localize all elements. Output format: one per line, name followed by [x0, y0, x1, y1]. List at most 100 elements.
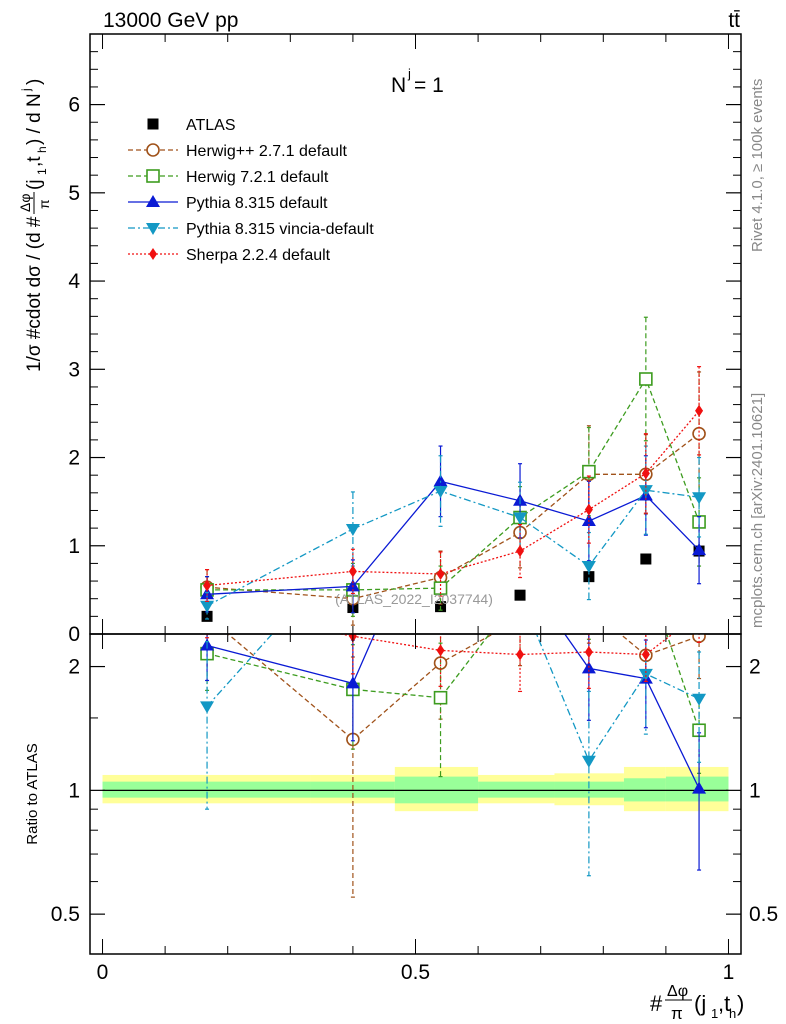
ratio-point-herwigpp	[692, 634, 706, 644]
main-ylabel-d: ) / d N	[24, 93, 45, 145]
main-plot-area	[200, 316, 707, 626]
ratio-point-herwig7	[640, 566, 652, 578]
main-ylabel-e: )	[24, 79, 45, 85]
ratio-line-pythia	[206, 634, 700, 789]
xlabel-frac-top: Δφ	[667, 983, 688, 1000]
main-point-herwigpp	[692, 426, 706, 441]
ratio-ytick-label-right: 0.5	[749, 903, 778, 926]
main-point-vincia	[513, 512, 528, 525]
ratio-point-sherpa	[584, 645, 593, 658]
main-point-atlas	[583, 571, 595, 583]
ratio-line-sherpa	[337, 634, 674, 656]
main-point-vincia	[692, 492, 707, 505]
main-ylabel-frac-bottom: π	[36, 199, 52, 209]
ratio-point-vincia	[581, 755, 596, 768]
legend-label-herwigpp: Herwig++ 2.7.1 default	[186, 143, 348, 160]
ratio-point-vincia	[200, 701, 215, 714]
mcplots-label: mcplots.cern.ch [arXiv:2401.10621]	[749, 393, 766, 628]
ratio-xtick-label: 0.5	[401, 961, 430, 984]
analysis-watermark: (ATLAS_2022_I2037744)	[335, 591, 493, 607]
ratio-band-inner	[102, 781, 311, 798]
main-point-herwig7	[639, 372, 653, 386]
ratio-point-sherpa	[436, 644, 445, 657]
main-ytick-label: 1	[68, 535, 80, 558]
legend-label-pythia: Pythia 8.315 default	[186, 195, 328, 212]
main-line-sherpa	[207, 410, 700, 587]
xlabel-c: )	[737, 991, 744, 1016]
ratio-xtick-label: 1	[723, 961, 735, 984]
main-axes: 0 1 2 3 4 5 6	[68, 34, 741, 646]
main-point-vincia	[433, 486, 448, 499]
main-point-sherpa	[695, 404, 704, 417]
main-ytick-label: 2	[68, 447, 80, 470]
legend-marker-vincia	[146, 223, 160, 235]
ratio-panel: 0.5 0.5 1 1 2 2 0 0.5 1 Ratio to ATLAS # Δφ π (j…	[24, 566, 778, 1023]
main-point-sherpa	[203, 579, 212, 592]
legend-label-vincia: Pythia 8.315 vincia-default	[186, 221, 374, 238]
legend-marker-atlas	[147, 118, 159, 130]
main-ylabel-a: 1/σ #cdot dσ / (d #	[24, 216, 45, 372]
ratio-ylabel: Ratio to ATLAS	[24, 743, 41, 844]
main-ytick-label: 0	[68, 623, 80, 646]
ratio-point-sherpa	[641, 648, 650, 661]
ratio-point-herwigpp	[583, 602, 595, 614]
main-ylabel-supj: j	[19, 88, 33, 92]
ratio-point-herwig7	[433, 690, 448, 705]
ratio-ytick-label-right: 2	[749, 656, 761, 679]
xlabel-sub1: 1	[711, 1006, 718, 1021]
ratio-xlabel: # Δφ π (j 1 ,t h )	[650, 983, 744, 1023]
ratio-ytick-label-left: 0.5	[51, 903, 80, 926]
ratio-ytick-label-right: 1	[749, 779, 761, 802]
main-annotation-n: N	[391, 74, 406, 97]
ratio-ytick-label-left: 1	[68, 779, 80, 802]
main-line-vincia	[206, 489, 700, 607]
main-ylabel-frac-top: Δφ	[17, 194, 33, 212]
rivet-label: Rivet 4.1.0, ≥ 100k events	[749, 79, 766, 252]
main-point-vincia	[581, 561, 596, 574]
ratio-band-inner	[478, 781, 555, 798]
main-point-vincia	[200, 600, 215, 613]
main-point-atlas	[201, 610, 213, 622]
ratio-point-vincia	[638, 668, 653, 681]
main-ylabel-b: (j	[24, 179, 45, 190]
main-point-sherpa	[436, 568, 445, 580]
main-ylabel-c: ,t	[24, 156, 45, 167]
ratio-point-pythia	[692, 781, 707, 794]
ratio-axes: 0.5 0.5 1 1 2 2 0 0.5 1	[51, 634, 778, 984]
main-annotation-sup: j	[407, 66, 411, 81]
main-annotation-eq: = 1	[414, 74, 444, 97]
header-left-title: 13000 GeV pp	[103, 9, 238, 32]
ratio-line-vincia	[206, 634, 700, 763]
legend-label-sherpa: Sherpa 2.2.4 default	[186, 247, 331, 264]
main-point-vincia	[345, 524, 360, 536]
ratio-point-vincia	[692, 693, 707, 706]
ratio-point-pythia	[345, 676, 360, 689]
main-ylabel: 1/σ #cdot dσ / (d # Δφ π (j 1 ,t h ) / d…	[17, 79, 52, 372]
legend: ATLAS Herwig++ 2.7.1 default Herwig 7.2.1 …	[128, 117, 374, 264]
main-ylabel-subh: h	[35, 146, 49, 153]
ratio-ytick-label-left: 2	[68, 656, 80, 679]
main-point-pythia	[692, 543, 707, 556]
legend-marker-pythia	[146, 195, 160, 207]
xlabel-frac-bottom: π	[671, 1004, 683, 1023]
main-ytick-label: 6	[68, 94, 80, 117]
ratio-point-herwig7	[583, 599, 595, 611]
legend-marker-herwigpp	[146, 143, 160, 157]
xlabel-hash: #	[650, 991, 663, 1016]
legend-marker-herwig7	[146, 169, 160, 183]
main-ytick-label: 4	[68, 270, 80, 293]
main-ytick-label: 5	[68, 182, 80, 205]
legend-marker-sherpa	[149, 248, 157, 260]
legend-label-atlas: ATLAS	[186, 117, 236, 134]
main-point-atlas	[514, 589, 526, 601]
legend-label-herwig7: Herwig 7.2.1 default	[186, 169, 329, 186]
header-right-title: tt̄	[728, 9, 740, 32]
ratio-plot-area	[102, 566, 729, 898]
xlabel-subh: h	[729, 1006, 736, 1021]
ratio-band-inner	[554, 781, 624, 798]
main-point-sherpa	[516, 545, 525, 558]
main-ylabel-sub1: 1	[35, 168, 49, 175]
main-line-herwigpp	[207, 433, 700, 600]
ratio-point-herwigpp	[514, 613, 526, 625]
